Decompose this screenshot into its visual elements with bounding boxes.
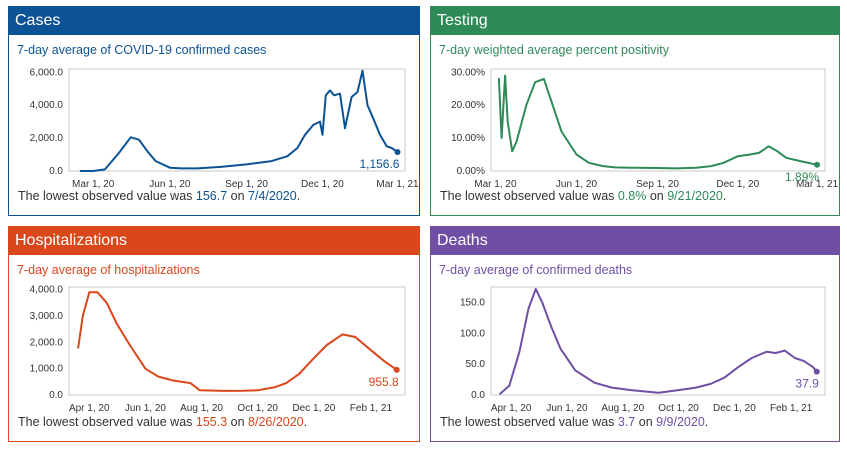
hospitalizations-header: Hospitalizations [9, 227, 419, 255]
hospitalizations-footer-prefix: The lowest observed value was [18, 415, 196, 429]
deaths-x-tick: Aug 1, 20 [601, 403, 644, 414]
deaths-end-label: 37.9 [795, 377, 819, 391]
deaths-end-point [813, 368, 820, 375]
deaths-card: Deaths 7-day average of confirmed deaths… [430, 226, 840, 442]
deaths-y-tick: 0.0 [471, 390, 485, 401]
cases-footer-prefix: The lowest observed value was [18, 189, 196, 203]
cases-x-tick: Sep 1, 20 [225, 179, 268, 189]
testing-x-tick: Mar 1, 20 [474, 179, 517, 189]
hospitalizations-footer: The lowest observed value was 155.3 on 8… [18, 415, 307, 429]
cases-x-tick: Dec 1, 20 [301, 179, 344, 189]
testing-x-tick: Sep 1, 20 [636, 179, 679, 189]
hospitalizations-end-point [393, 366, 400, 373]
testing-y-tick: 10.00% [451, 133, 485, 144]
hospitalizations-x-tick: Aug 1, 20 [180, 403, 223, 414]
testing-footer: The lowest observed value was 0.8% on 9/… [440, 189, 726, 203]
deaths-y-tick: 150.0 [460, 297, 485, 308]
hospitalizations-y-tick: 1,000.0 [30, 364, 64, 375]
deaths-lowest-date: 9/9/2020 [656, 415, 705, 429]
deaths-plot-frame [490, 286, 826, 396]
testing-lowest-date: 9/21/2020 [667, 189, 723, 203]
deaths-footer-mid: on [635, 415, 657, 429]
testing-header: Testing [431, 7, 839, 35]
hospitalizations-card: Hospitalizations 7-day average of hospit… [8, 226, 420, 442]
testing-footer-mid: on [646, 189, 668, 203]
testing-y-tick: 0.00% [457, 166, 485, 177]
cases-series-line [79, 69, 399, 172]
deaths-x-tick: Feb 1, 21 [770, 403, 813, 414]
hospitalizations-subtitle: 7-day average of hospitalizations [17, 263, 200, 277]
cases-y-tick: 2,000.0 [30, 133, 64, 144]
testing-subtitle: 7-day weighted average percent positivit… [439, 43, 669, 57]
cases-plot-frame [68, 68, 406, 172]
hospitalizations-x-tick: Oct 1, 20 [237, 403, 278, 414]
testing-end-label: 1.89% [785, 170, 819, 184]
hospitalizations-footer-suffix: . [303, 415, 308, 429]
cases-lowest-date: 7/4/2020 [248, 189, 297, 203]
cases-footer-suffix: . [296, 189, 301, 203]
hospitalizations-lowest-date: 8/26/2020 [248, 415, 304, 429]
hospitalizations-x-tick: Jun 1, 20 [125, 403, 167, 414]
cases-card: Cases 7-day average of COVID-19 confirme… [8, 6, 420, 216]
cases-lowest-value: 156.7 [195, 189, 228, 203]
deaths-subtitle: 7-day average of confirmed deaths [439, 263, 633, 277]
testing-plot-frame [490, 68, 826, 172]
testing-y-tick: 20.00% [451, 100, 485, 111]
cases-y-tick: 6,000.0 [30, 67, 64, 78]
cases-footer-mid: on [227, 189, 249, 203]
hospitalizations-plot-frame [68, 286, 406, 396]
cases-y-tick: 4,000.0 [30, 100, 64, 111]
hospitalizations-chart: 0.0 1,000.0 2,000.0 3,000.0 4,000.0 Apr 1, 20… [30, 285, 406, 414]
deaths-y-tick: 50.0 [466, 359, 486, 370]
hospitalizations-footer-mid: on [227, 415, 249, 429]
cases-footer: The lowest observed value was 156.7 on 7… [18, 189, 300, 203]
testing-end-point [814, 161, 821, 168]
deaths-x-tick: Jun 1, 20 [546, 403, 588, 414]
cases-subtitle: 7-day average of COVID-19 confirmed case… [17, 43, 267, 57]
deaths-chart: 0.0 50.0 100.0 150.0 Apr 1, 20 Jun 1, 20 Aug 1… [460, 286, 826, 414]
testing-lowest-value: 0.8% [617, 189, 647, 203]
cases-x-tick: Jun 1, 20 [149, 179, 191, 189]
deaths-y-tick: 100.0 [460, 328, 485, 339]
hospitalizations-x-tick: Feb 1, 21 [350, 403, 393, 414]
hospitalizations-y-tick: 2,000.0 [30, 337, 64, 348]
testing-footer-suffix: . [722, 189, 727, 203]
testing-footer-prefix: The lowest observed value was [440, 189, 618, 203]
cases-end-label: 1,156.6 [359, 157, 399, 171]
hospitalizations-y-tick: 3,000.0 [30, 311, 64, 322]
testing-x-tick: Dec 1, 20 [716, 179, 759, 189]
cases-header: Cases [9, 7, 419, 35]
testing-x-tick: Mar 1, 21 [796, 179, 839, 189]
deaths-x-tick: Oct 1, 20 [658, 403, 699, 414]
testing-y-tick: 30.00% [451, 67, 485, 78]
deaths-x-tick: Apr 1, 20 [491, 403, 532, 414]
hospitalizations-end-label: 955.8 [369, 375, 399, 389]
deaths-footer: The lowest observed value was 3.7 on 9/9… [440, 415, 708, 429]
deaths-footer-suffix: . [704, 415, 709, 429]
hospitalizations-y-tick: 4,000.0 [30, 285, 64, 296]
hospitalizations-x-tick: Dec 1, 20 [292, 403, 335, 414]
hospitalizations-lowest-value: 155.3 [195, 415, 228, 429]
hospitalizations-series-line [77, 291, 398, 392]
cases-chart: 0.0 2,000.0 4,000.0 6,000.0 Mar 1, 20 Jun 1, … [30, 67, 419, 189]
deaths-header: Deaths [431, 227, 839, 255]
deaths-lowest-value: 3.7 [617, 415, 636, 429]
hospitalizations-x-tick: Apr 1, 20 [69, 403, 110, 414]
cases-y-tick: 0.0 [49, 166, 63, 177]
cases-x-tick: Mar 1, 20 [72, 179, 115, 189]
testing-chart: 0.00% 10.00% 20.00% 30.00% Mar 1, 20 Jun 1, 2… [451, 67, 839, 189]
hospitalizations-y-tick: 0.0 [49, 390, 63, 401]
cases-x-tick: Mar 1, 21 [376, 179, 419, 189]
cases-end-point [394, 148, 401, 155]
testing-series-line [497, 74, 819, 170]
deaths-series-line [499, 287, 818, 395]
testing-card: Testing 7-day weighted average percent p… [430, 6, 840, 216]
deaths-footer-prefix: The lowest observed value was [440, 415, 618, 429]
testing-x-tick: Jun 1, 20 [556, 179, 598, 189]
deaths-x-tick: Dec 1, 20 [713, 403, 756, 414]
